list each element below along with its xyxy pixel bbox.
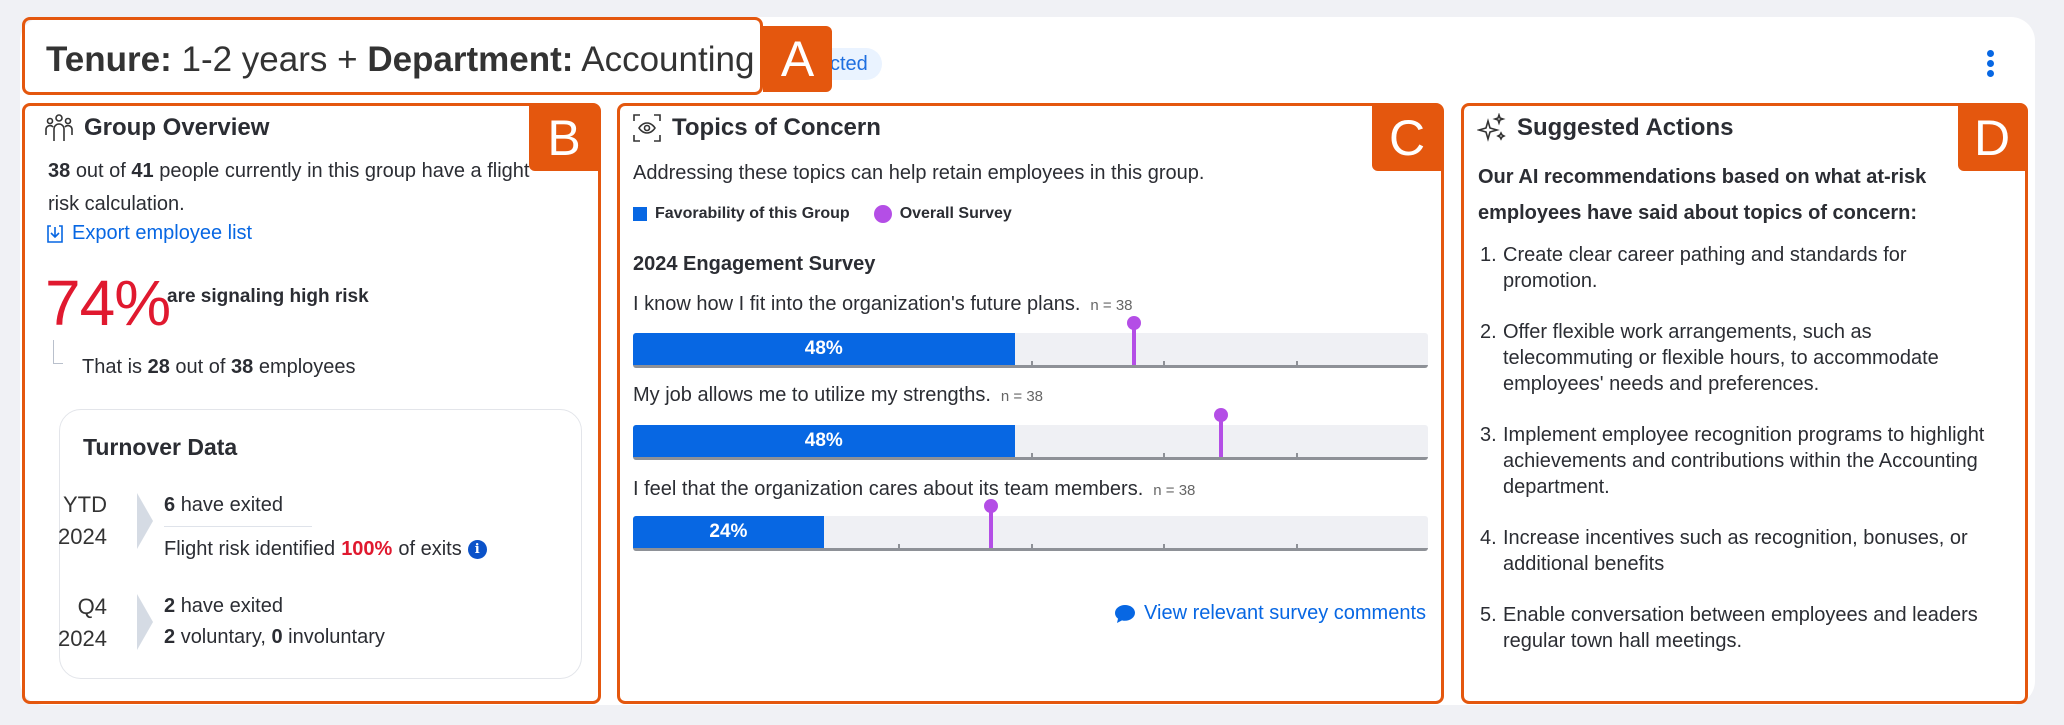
chart-legend: Favorability of this Group Overall Surve… [633, 205, 1012, 223]
favorability-bar-track: 48% [633, 316, 1428, 368]
actions-list: 1. Create clear career pathing and standa… [1480, 242, 2000, 679]
bar-tick [897, 544, 900, 551]
survey-title: 2024 Engagement Survey [633, 253, 876, 275]
sparkles-icon [1477, 113, 1506, 142]
risk-percent: 74% [45, 267, 171, 339]
bar-tick [1162, 453, 1165, 460]
survey-question: I feel that the organization cares about… [633, 478, 1196, 500]
q4-breakdown: 2 voluntary, 0 involuntary [164, 626, 385, 648]
topics-title: Topics of Concern [672, 114, 881, 141]
q4-exited: 2 have exited [164, 595, 283, 617]
comment-icon [1115, 604, 1136, 623]
survey-question: I know how I fit into the organization's… [633, 293, 1133, 315]
annotation-label-a: A [763, 26, 832, 92]
group-favorability-bar: 48% [633, 333, 1015, 365]
action-item: 1. Create clear career pathing and standa… [1480, 244, 1907, 292]
bar-tick [1162, 361, 1165, 368]
favorability-bar-track: 24% [633, 499, 1428, 551]
download-icon [47, 224, 63, 243]
topics-header: Topics of Concern [632, 113, 881, 143]
people-group-icon [45, 114, 73, 141]
group-overview-title: Group Overview [84, 114, 270, 141]
legend-swatch-overall [873, 205, 892, 223]
annotation-box-a [22, 17, 763, 95]
survey-question: My job allows me to utilize my strengths… [633, 384, 1044, 406]
tenure-value: 1-2 years [181, 40, 328, 79]
connector-line [53, 340, 63, 364]
sample-size: n = 38 [1090, 297, 1133, 314]
legend-swatch-group [633, 207, 647, 221]
plus: + [337, 40, 358, 79]
view-survey-comments-link[interactable]: View relevant survey comments [1114, 602, 1426, 625]
turnover-data-box [59, 409, 582, 679]
annotation-box-b [22, 103, 601, 704]
bar-tick [1295, 361, 1298, 368]
overall-survey-marker [983, 499, 998, 548]
page-title: Tenure: 1-2 years + Department: Accounti… [46, 40, 754, 80]
turnover-title: Turnover Data [83, 434, 238, 460]
risk-text: are signaling high risk [167, 286, 369, 307]
bar-tick [1162, 544, 1165, 551]
legend-group: Favorability of this Group [655, 205, 850, 222]
actions-intro: Our AI recommendations based on what at-… [1478, 166, 1927, 224]
ytd-exited: 6 have exited [164, 494, 283, 516]
more-options-icon[interactable] [1984, 50, 1996, 77]
favorability-bar-track: 48% [633, 408, 1428, 460]
annotation-box-c [617, 103, 1444, 704]
action-item: 4. Increase incentives such as recognitio… [1480, 527, 1968, 575]
bar-tick [1030, 361, 1033, 368]
chevron-right-icon [137, 594, 153, 650]
topics-description: Addressing these topics can help retain … [633, 162, 1205, 184]
ytd-period: YTD 2024 [58, 492, 107, 549]
info-icon[interactable]: i [467, 540, 487, 559]
action-item: 5. Enable conversation between employees … [1480, 604, 1978, 652]
actions-title: Suggested Actions [1517, 114, 1734, 141]
chevron-right-icon [137, 493, 153, 549]
overall-survey-marker [1126, 316, 1141, 365]
action-item: 2. Offer flexible work arrangements, such… [1480, 321, 1939, 395]
q4-period: Q4 2024 [58, 594, 107, 651]
divider [164, 526, 312, 527]
bar-tick [1295, 453, 1298, 460]
annotation-label-c: C [1372, 105, 1442, 171]
bar-tick [1030, 544, 1033, 551]
department-label: Department: [367, 40, 574, 79]
department-value: Accounting [581, 40, 755, 79]
flight-risk-summary-line2: risk calculation. [48, 193, 185, 215]
flight-risk-summary: 38 out of 41 people currently in this gr… [48, 160, 530, 182]
action-item: 3. Implement employee recognition program… [1480, 424, 1985, 498]
ytd-flight-risk: Flight risk identified 100% of exits i [164, 538, 487, 561]
group-overview-header: Group Overview [44, 113, 269, 143]
sample-size: n = 38 [1153, 482, 1196, 499]
group-favorability-bar: 48% [633, 425, 1015, 457]
actions-header: Suggested Actions [1477, 113, 1733, 143]
annotation-box-d [1461, 103, 2028, 704]
bar-tick [1295, 544, 1298, 551]
group-favorability-bar: 24% [633, 516, 824, 548]
risk-count: That is 28 out of 38 employees [82, 356, 356, 378]
tenure-label: Tenure: [46, 40, 172, 79]
sample-size: n = 38 [1000, 388, 1044, 405]
bar-tick [1030, 453, 1033, 460]
overall-survey-marker [1214, 408, 1229, 457]
export-employee-list-link[interactable]: Export employee list [46, 222, 252, 245]
eye-focus-icon [633, 114, 661, 142]
annotation-label-b: B [529, 105, 599, 171]
legend-overall: Overall Survey [899, 205, 1012, 222]
annotation-label-d: D [1958, 105, 2026, 171]
